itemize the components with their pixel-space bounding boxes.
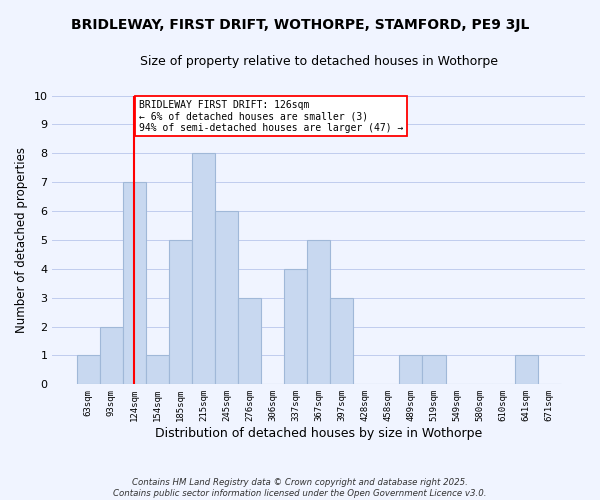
Bar (169, 240, 192, 384)
Bar (307, 240, 330, 384)
Text: BRIDLEWAY FIRST DRIFT: 126sqm
← 6% of detached houses are smaller (3)
94% of sem: BRIDLEWAY FIRST DRIFT: 126sqm ← 6% of de… (139, 100, 403, 133)
Y-axis label: Number of detached properties: Number of detached properties (15, 147, 28, 333)
Text: Contains HM Land Registry data © Crown copyright and database right 2025.
Contai: Contains HM Land Registry data © Crown c… (113, 478, 487, 498)
Title: Size of property relative to detached houses in Wothorpe: Size of property relative to detached ho… (140, 55, 498, 68)
Bar (400, 356, 422, 384)
Bar (284, 269, 307, 384)
Bar (215, 211, 238, 384)
Bar (146, 356, 169, 384)
Bar (515, 356, 538, 384)
Bar (123, 182, 146, 384)
Bar (77, 356, 100, 384)
Bar (100, 326, 123, 384)
Bar (422, 356, 446, 384)
Bar (238, 298, 261, 384)
Text: BRIDLEWAY, FIRST DRIFT, WOTHORPE, STAMFORD, PE9 3JL: BRIDLEWAY, FIRST DRIFT, WOTHORPE, STAMFO… (71, 18, 529, 32)
Bar (192, 154, 215, 384)
Bar (330, 298, 353, 384)
X-axis label: Distribution of detached houses by size in Wothorpe: Distribution of detached houses by size … (155, 427, 482, 440)
